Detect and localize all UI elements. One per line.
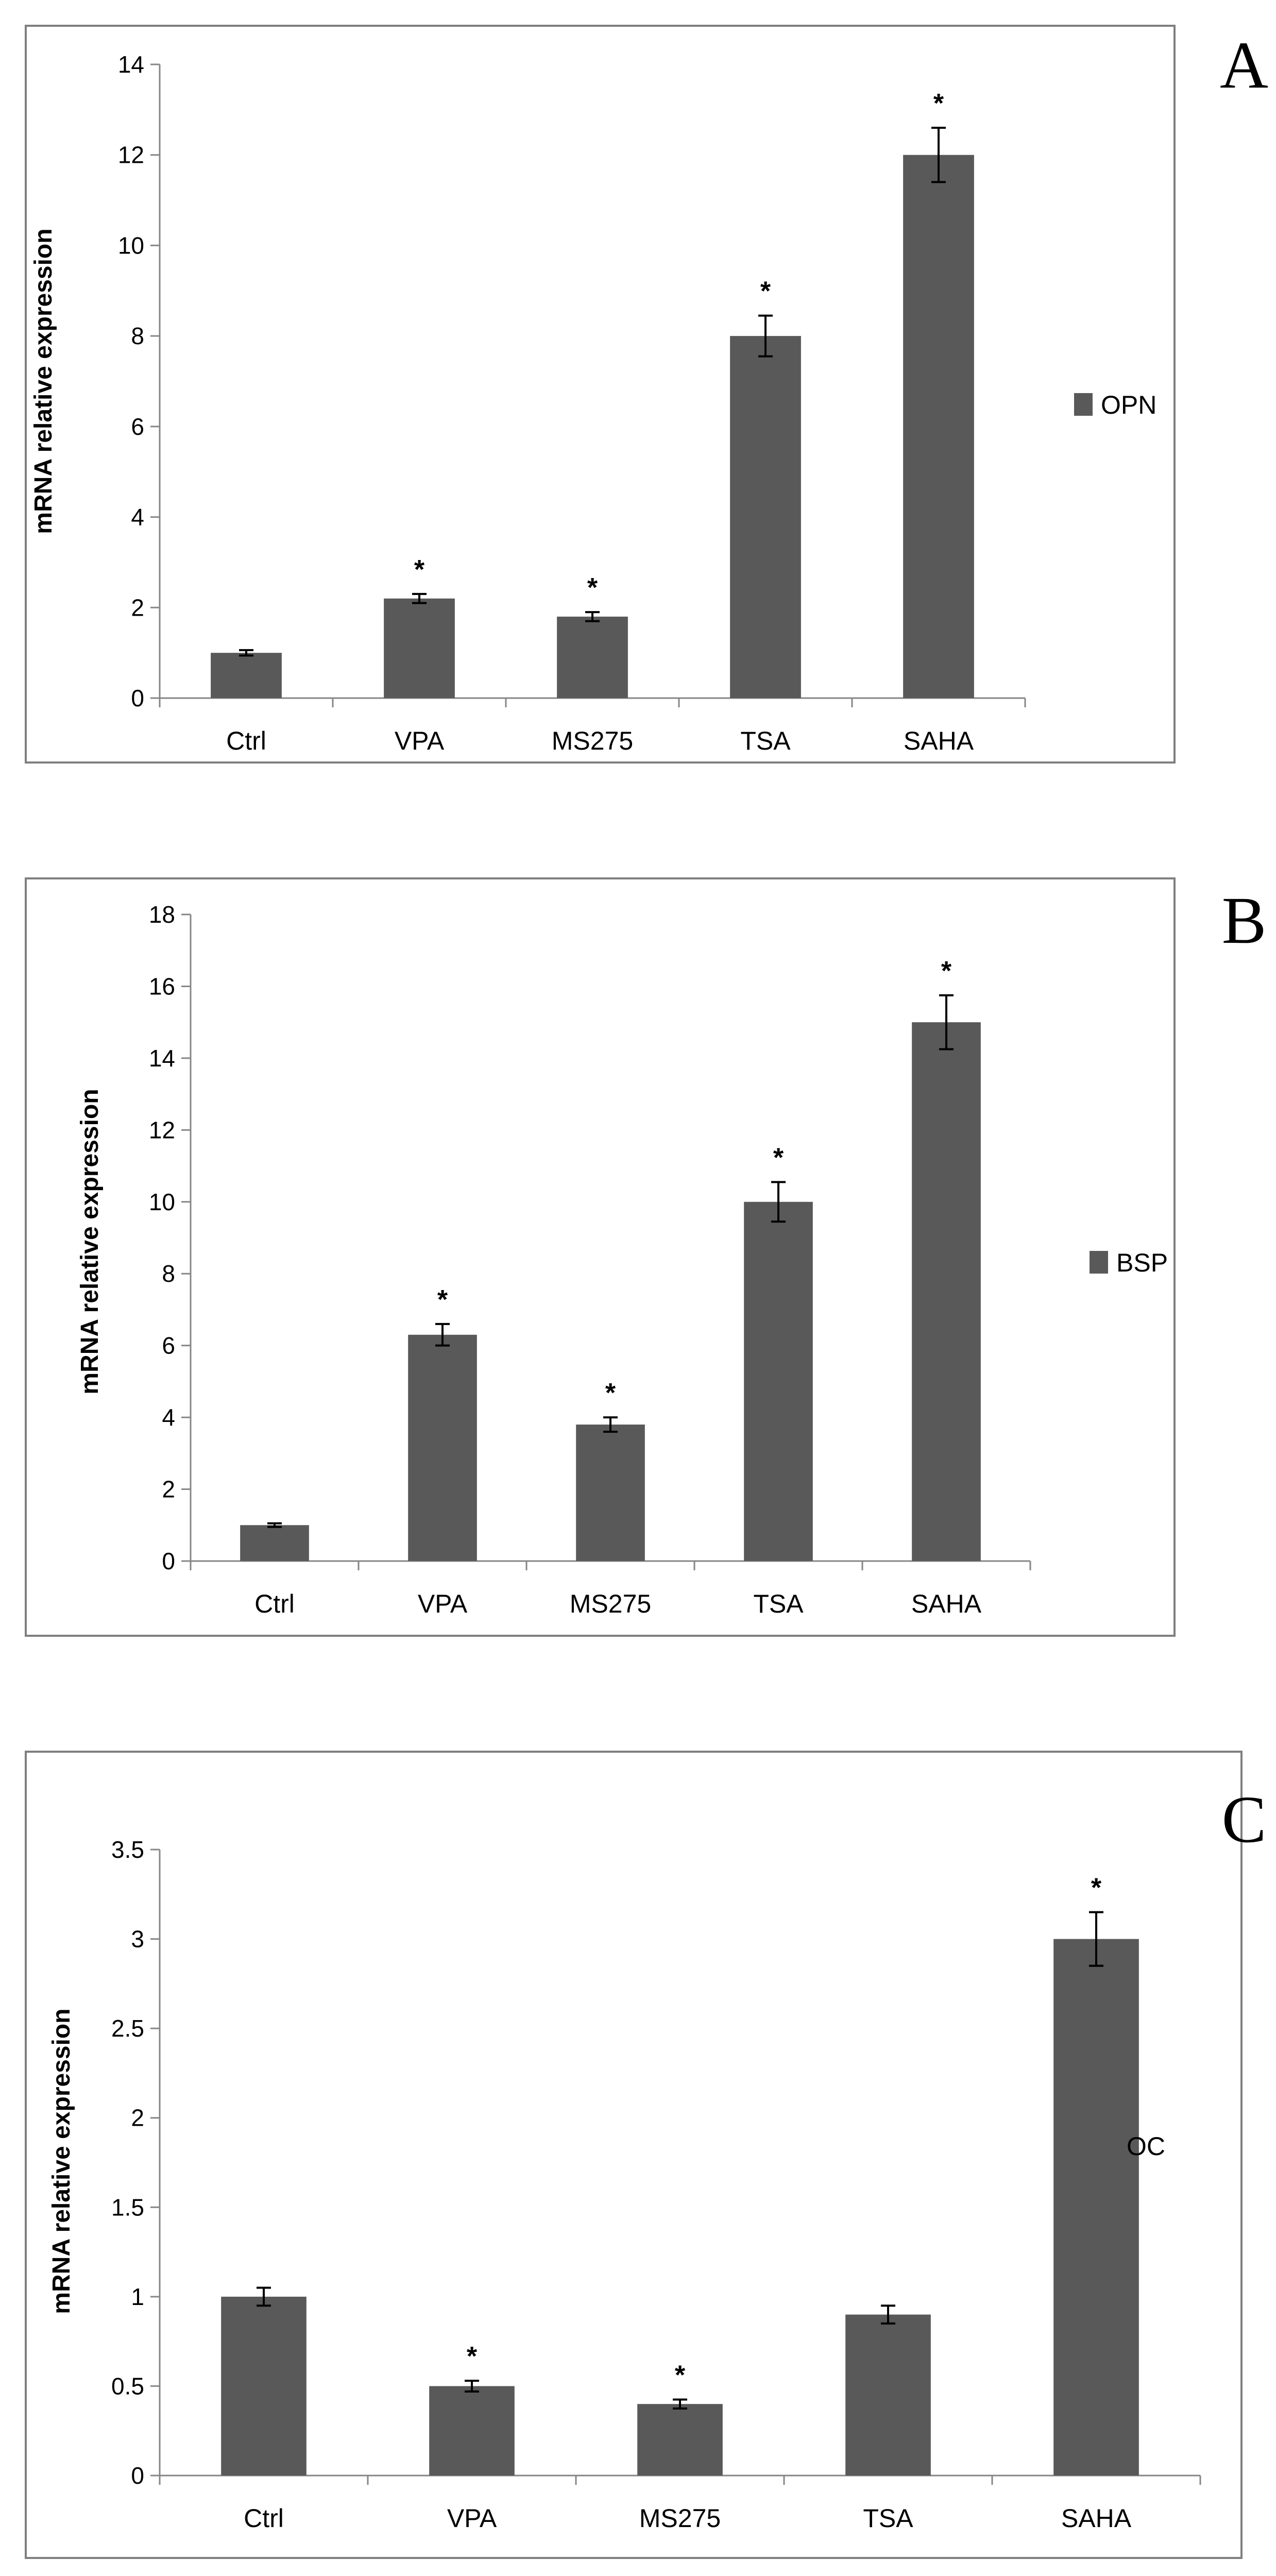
panel-label: A	[1220, 28, 1268, 103]
y-tick-label: 3	[131, 1926, 144, 1953]
x-category-label: SAHA	[1061, 2504, 1132, 2533]
y-tick-label: 1	[131, 2283, 144, 2310]
panel-label: C	[1222, 1783, 1267, 1857]
x-category-label: TSA	[753, 1589, 804, 1618]
y-tick-label: 0.5	[111, 2372, 144, 2399]
x-category-label: TSA	[863, 2504, 913, 2533]
y-tick-label: 8	[162, 1260, 175, 1287]
significance-marker: *	[414, 555, 425, 585]
y-tick-label: 2.5	[111, 2015, 144, 2042]
y-tick-label: 2	[131, 2105, 144, 2131]
bar	[903, 155, 974, 698]
y-tick-label: 4	[162, 1404, 175, 1431]
significance-marker: *	[437, 1285, 448, 1315]
x-category-label: Ctrl	[226, 726, 266, 755]
legend-swatch	[1100, 2134, 1118, 2157]
significance-marker: *	[773, 1143, 784, 1173]
bar	[730, 336, 801, 698]
legend-label: OPN	[1101, 391, 1156, 419]
y-tick-label: 6	[131, 413, 144, 440]
x-category-label: VPA	[418, 1589, 468, 1618]
x-category-label: VPA	[447, 2504, 497, 2533]
panel-label: B	[1222, 884, 1267, 958]
x-category-label: MS275	[639, 2504, 721, 2533]
bar	[845, 2314, 931, 2476]
y-axis-label: mRNA relative expression	[30, 228, 57, 534]
x-category-label: SAHA	[904, 726, 974, 755]
legend-swatch	[1090, 1251, 1108, 1274]
y-tick-label: 12	[118, 142, 144, 168]
bar	[637, 2404, 723, 2476]
y-tick-label: 4	[131, 504, 144, 531]
x-category-label: Ctrl	[244, 2504, 284, 2533]
y-tick-label: 0	[131, 685, 144, 711]
x-category-label: TSA	[740, 726, 791, 755]
y-axis-label: mRNA relative expression	[48, 2008, 75, 2314]
x-category-label: MS275	[570, 1589, 651, 1618]
significance-marker: *	[467, 2342, 478, 2371]
panel-a: A 0 2 4 6 8 10 12 14 Ctrl * VPA * MS275 * TSA * SAHA mRNA …	[25, 25, 1268, 764]
y-tick-label: 14	[118, 51, 144, 78]
bar	[429, 2386, 515, 2476]
legend-swatch	[1074, 393, 1093, 416]
bar	[221, 2296, 307, 2476]
legend-label: BSP	[1116, 1248, 1168, 1277]
legend-label: OC	[1127, 2132, 1165, 2161]
significance-marker: *	[587, 573, 598, 603]
y-axis-label: mRNA relative expression	[76, 1089, 104, 1394]
bar	[408, 1334, 477, 1561]
panel-b: B 0 2 4 6 8 10 12 14 16 18 Ctrl * VPA * MS275 * TSA * SAHA m…	[25, 877, 1267, 1637]
bar	[240, 1525, 309, 1561]
y-tick-label: 0	[162, 1548, 175, 1574]
y-tick-label: 8	[131, 323, 144, 349]
y-tick-label: 1.5	[111, 2194, 144, 2221]
y-tick-label: 16	[149, 973, 175, 999]
x-category-label: MS275	[552, 726, 633, 755]
significance-marker: *	[941, 956, 952, 986]
y-tick-label: 10	[118, 232, 144, 259]
bar	[576, 1425, 645, 1561]
panel-c: C 0 0.5 1 1.5 2 2.5 3 3.5 Ctrl * VPA * MS275 TSA * SAHA m…	[25, 1751, 1267, 2559]
bar	[912, 1022, 981, 1561]
bar	[557, 616, 628, 698]
y-tick-label: 2	[162, 1476, 175, 1503]
y-tick-label: 3.5	[111, 1836, 144, 1863]
y-tick-label: 0	[131, 2462, 144, 2489]
bar	[1053, 1939, 1139, 2476]
bar	[384, 598, 455, 698]
x-category-label: VPA	[395, 726, 445, 755]
y-tick-label: 6	[162, 1332, 175, 1359]
significance-marker: *	[760, 277, 771, 307]
y-tick-label: 18	[149, 901, 175, 928]
significance-marker: *	[1091, 1873, 1102, 1903]
bar	[211, 653, 282, 698]
significance-marker: *	[605, 1378, 616, 1408]
significance-marker: *	[933, 89, 944, 118]
x-category-label: SAHA	[911, 1589, 982, 1618]
x-category-label: Ctrl	[254, 1589, 295, 1618]
significance-marker: *	[675, 2360, 686, 2390]
y-tick-label: 12	[149, 1116, 175, 1143]
y-tick-label: 14	[149, 1045, 175, 1072]
y-tick-label: 2	[131, 594, 144, 621]
bar	[744, 1201, 813, 1561]
y-tick-label: 10	[149, 1189, 175, 1215]
